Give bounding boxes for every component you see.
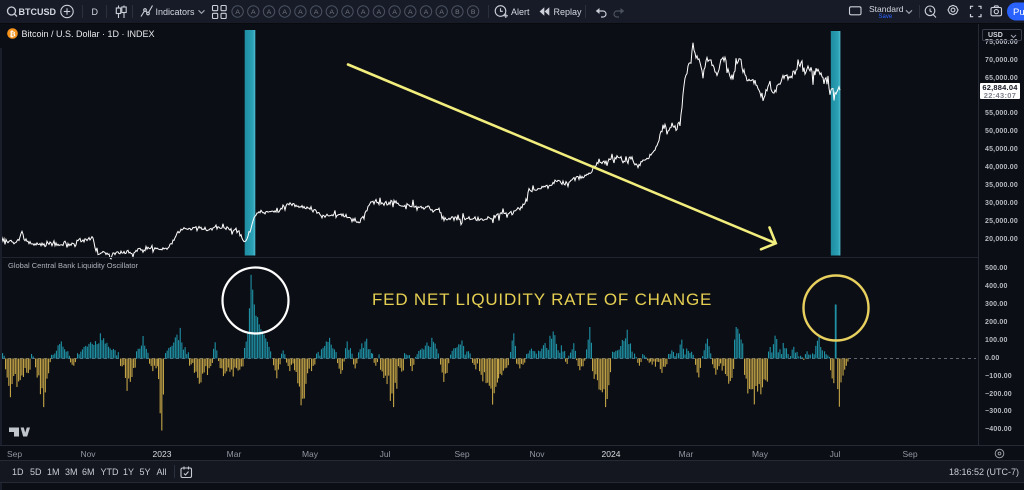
svg-text:A: A — [330, 9, 335, 16]
svg-text:A: A — [235, 9, 240, 16]
svg-text:A: A — [424, 9, 429, 16]
svg-text:A: A — [361, 9, 366, 16]
svg-text:A: A — [298, 9, 303, 16]
svg-text:A: A — [345, 9, 350, 16]
svg-text:A: A — [408, 9, 413, 16]
svg-text:B: B — [471, 9, 476, 16]
svg-text:A: A — [314, 9, 319, 16]
svg-text:A: A — [439, 9, 444, 16]
svg-text:Pu: Pu — [1013, 7, 1024, 18]
svg-text:A: A — [251, 9, 256, 16]
svg-text:A: A — [282, 9, 287, 16]
svg-text:A: A — [267, 9, 272, 16]
svg-text:A: A — [392, 9, 397, 16]
svg-text:A: A — [377, 9, 382, 16]
svg-text:B: B — [455, 9, 460, 16]
svg-text:₿: ₿ — [9, 29, 15, 38]
